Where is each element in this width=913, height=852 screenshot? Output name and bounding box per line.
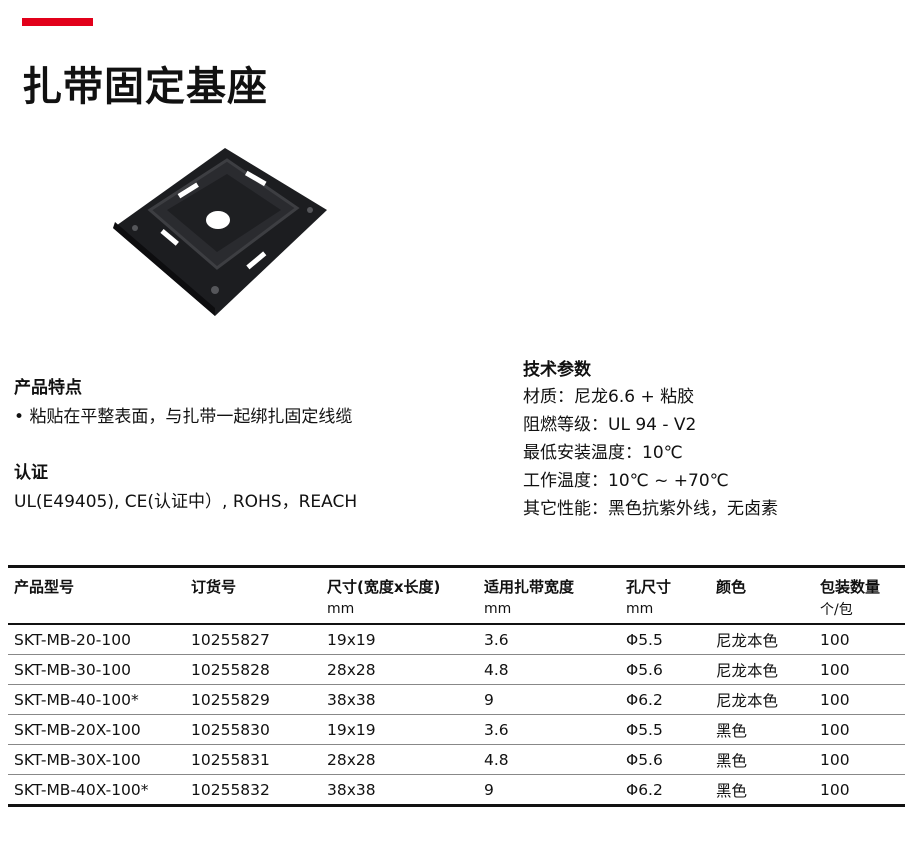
table-cell: 9 bbox=[478, 684, 620, 715]
table-cell: 黑色 bbox=[710, 714, 814, 745]
table-cell: 19x19 bbox=[321, 714, 478, 745]
table-cell: 黑色 bbox=[710, 744, 814, 775]
table-cell: 28x28 bbox=[321, 654, 478, 685]
column-unit bbox=[185, 597, 321, 625]
page-title: 扎带固定基座 bbox=[22, 64, 268, 110]
features-heading: 产品特点 bbox=[14, 378, 82, 398]
table-cell: 100 bbox=[814, 654, 905, 685]
column-unit: mm bbox=[620, 597, 710, 625]
table-cell: SKT-MB-20X-100 bbox=[8, 714, 185, 745]
table-cell: Φ5.5 bbox=[620, 714, 710, 745]
table-cell: 10255831 bbox=[185, 744, 321, 775]
table-cell: 尼龙本色 bbox=[710, 684, 814, 715]
column-unit bbox=[710, 597, 814, 625]
table-cell: 100 bbox=[814, 744, 905, 775]
table-cell: 尼龙本色 bbox=[710, 654, 814, 685]
table-cell: 10255830 bbox=[185, 714, 321, 745]
table-cell: 100 bbox=[814, 774, 905, 807]
feature-item: • 粘贴在平整表面，与扎带一起绑扎固定线缆 bbox=[14, 407, 353, 427]
column-unit: mm bbox=[478, 597, 620, 625]
table-row: SKT-MB-40-100* 10255829 38x38 9 Φ6.2 尼龙本色 100 bbox=[8, 684, 905, 715]
specs-heading: 技术参数 bbox=[523, 360, 591, 380]
table-cell: SKT-MB-40-100* bbox=[8, 684, 185, 715]
column-header: 孔尺寸 bbox=[620, 565, 710, 597]
column-unit bbox=[8, 597, 185, 625]
spec-line: 最低安装温度：10℃ bbox=[523, 443, 683, 463]
table-cell: 尼龙本色 bbox=[710, 624, 814, 655]
brand-bar bbox=[22, 18, 93, 26]
table-cell: 4.8 bbox=[478, 654, 620, 685]
table-cell: SKT-MB-40X-100* bbox=[8, 774, 185, 807]
column-unit: 个/包 bbox=[814, 597, 905, 625]
table-cell: SKT-MB-30X-100 bbox=[8, 744, 185, 775]
table-cell: SKT-MB-30-100 bbox=[8, 654, 185, 685]
table-cell: Φ5.6 bbox=[620, 654, 710, 685]
specs-list: 材质：尼龙6.6 + 粘胶 阻燃等级：UL 94 - V2 最低安装温度：10℃… bbox=[523, 383, 778, 523]
spec-line: 材质：尼龙6.6 + 粘胶 bbox=[523, 387, 695, 407]
table-cell: 10255827 bbox=[185, 624, 321, 655]
certification-text: UL(E49405), CE(认证中）, ROHS，REACH bbox=[14, 492, 358, 512]
table-cell: 28x28 bbox=[321, 744, 478, 775]
table-cell: SKT-MB-20-100 bbox=[8, 624, 185, 655]
column-header: 颜色 bbox=[710, 565, 814, 597]
table-cell: Φ5.6 bbox=[620, 744, 710, 775]
table-row: SKT-MB-30X-100 10255831 28x28 4.8 Φ5.6 黑色 100 bbox=[8, 744, 905, 775]
certification-heading: 认证 bbox=[14, 463, 48, 483]
table-cell: 100 bbox=[814, 684, 905, 715]
column-header: 适用扎带宽度 bbox=[478, 565, 620, 597]
column-unit: mm bbox=[321, 597, 478, 625]
table-cell: 3.6 bbox=[478, 714, 620, 745]
spec-line: 其它性能：黑色抗紫外线，无卤素 bbox=[523, 499, 778, 519]
table-cell: 19x19 bbox=[321, 624, 478, 655]
table-cell: 黑色 bbox=[710, 774, 814, 807]
table-row: SKT-MB-20-100 10255827 19x19 3.6 Φ5.5 尼龙本色 100 bbox=[8, 624, 905, 655]
column-header: 产品型号 bbox=[8, 565, 185, 597]
table-row: SKT-MB-30-100 10255828 28x28 4.8 Φ5.6 尼龙本色 100 bbox=[8, 654, 905, 685]
table-cell: 100 bbox=[814, 624, 905, 655]
table-cell: 10255829 bbox=[185, 684, 321, 715]
table-cell: 38x38 bbox=[321, 774, 478, 807]
column-header: 订货号 bbox=[185, 565, 321, 597]
table-cell: Φ6.2 bbox=[620, 774, 710, 807]
table-cell: 3.6 bbox=[478, 624, 620, 655]
table-cell: 4.8 bbox=[478, 744, 620, 775]
feature-text: 粘贴在平整表面，与扎带一起绑扎固定线缆 bbox=[29, 407, 353, 427]
table-cell: Φ5.5 bbox=[620, 624, 710, 655]
product-image bbox=[113, 148, 327, 316]
product-table: 产品型号 订货号 尺寸(宽度x长度) 适用扎带宽度 孔尺寸 颜色 包装数量 mm mm mm 个/包… bbox=[8, 565, 905, 807]
table-cell: 10255832 bbox=[185, 774, 321, 807]
table-row: SKT-MB-20X-100 10255830 19x19 3.6 Φ5.5 黑色 100 bbox=[8, 714, 905, 745]
column-header: 尺寸(宽度x长度) bbox=[321, 565, 478, 597]
table-cell: 38x38 bbox=[321, 684, 478, 715]
spec-line: 阻燃等级：UL 94 - V2 bbox=[523, 415, 697, 435]
table-cell: 100 bbox=[814, 714, 905, 745]
table-cell: 10255828 bbox=[185, 654, 321, 685]
spec-line: 工作温度：10℃ ~ +70℃ bbox=[523, 471, 729, 491]
column-header: 包装数量 bbox=[814, 565, 905, 597]
table-row: SKT-MB-40X-100* 10255832 38x38 9 Φ6.2 黑色 100 bbox=[8, 774, 905, 807]
table-cell: 9 bbox=[478, 774, 620, 807]
table-cell: Φ6.2 bbox=[620, 684, 710, 715]
